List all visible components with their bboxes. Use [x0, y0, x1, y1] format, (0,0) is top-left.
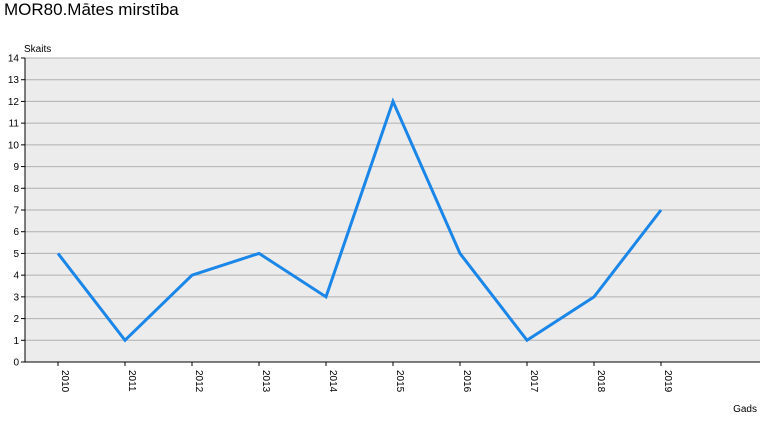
y-tick-label: 11	[9, 119, 20, 130]
y-tick-label: 6	[13, 227, 19, 238]
x-tick-label: 2018	[595, 370, 606, 393]
y-tick-label: 12	[8, 97, 20, 108]
y-tick-label: 3	[13, 292, 19, 303]
x-tick-label: 2010	[59, 370, 70, 393]
y-axis-label: Skaits	[24, 44, 51, 55]
x-tick-label: 2014	[327, 370, 338, 393]
x-tick-label: 2015	[394, 370, 405, 393]
y-tick-label: 4	[13, 271, 19, 282]
y-tick-label: 14	[8, 54, 20, 65]
x-axis-label: Gads	[733, 404, 757, 415]
chart-title: MOR80.Mātes mirstība	[4, 0, 179, 19]
y-tick-label: 5	[13, 249, 19, 260]
y-tick-label: 1	[13, 336, 19, 347]
x-axis-ticks: 2010 2011 2012 2013 2014 2015 2016 2017 2018 2019	[57, 362, 673, 393]
y-tick-label: 9	[13, 162, 19, 173]
y-tick-label: 13	[8, 75, 20, 86]
x-tick-label: 2019	[662, 370, 673, 393]
y-tick-label: 7	[13, 206, 19, 217]
y-tick-label: 0	[13, 358, 19, 369]
y-tick-label: 8	[13, 184, 19, 195]
x-tick-label: 2017	[528, 370, 539, 393]
y-tick-label: 2	[13, 314, 19, 325]
y-tick-label: 10	[8, 140, 20, 151]
x-tick-label: 2016	[461, 370, 472, 393]
x-tick-label: 2012	[193, 370, 204, 393]
x-tick-label: 2013	[260, 370, 271, 393]
gridlines	[25, 57, 760, 341]
series-line	[56, 97, 663, 343]
x-tick-label: 2011	[126, 370, 137, 392]
